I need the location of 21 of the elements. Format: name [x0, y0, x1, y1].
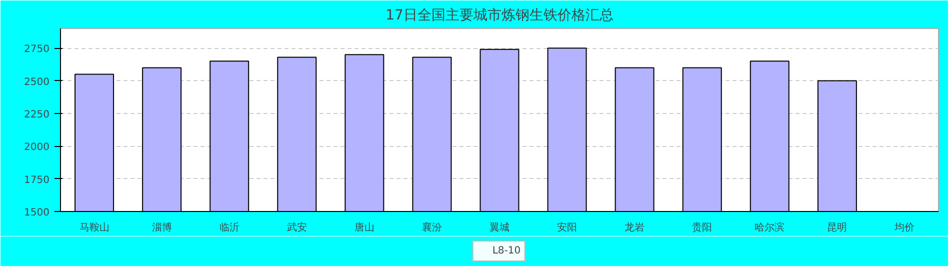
x-tick-label: 唐山: [354, 222, 374, 234]
y-tick-label: 2750: [24, 44, 50, 56]
x-tick-label: 均价: [894, 222, 915, 234]
y-tick-label: 2000: [24, 142, 50, 154]
y-tick-label: 2250: [24, 109, 50, 120]
x-tick-label: 襄汾: [422, 222, 442, 234]
x-tick-label: 贵阳: [692, 222, 712, 234]
x-tick-label: 昆明: [827, 222, 848, 234]
y-tick-label: 2500: [24, 76, 50, 88]
x-tick-label: 临沂: [219, 222, 240, 234]
y-tick-label: 1750: [24, 174, 50, 186]
x-tick-label: 淄博: [152, 222, 172, 234]
x-tick-label: 安阳: [557, 222, 578, 234]
chart-title: 17日全国主要城市炼钢生铁价格汇总: [386, 8, 614, 24]
x-tick-label: 哈尔滨: [754, 222, 785, 234]
text: L8-10: [492, 246, 521, 256]
x-tick-label: 翼城: [490, 222, 510, 234]
x-tick-label: 武安: [286, 222, 307, 234]
x-tick-label: 龙岩: [624, 222, 645, 234]
x-tick-label: 马鞍山: [79, 222, 110, 234]
y-tick-label: 1500: [24, 208, 50, 218]
